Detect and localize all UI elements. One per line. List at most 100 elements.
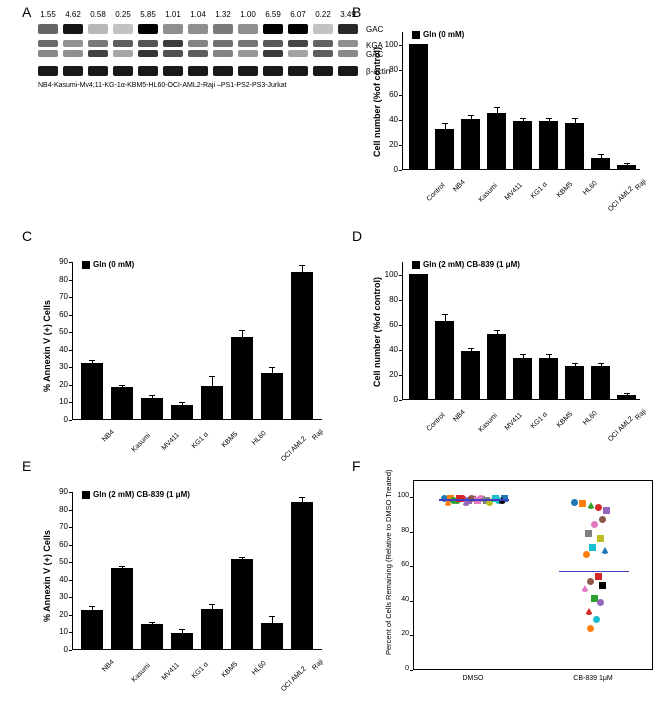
x-tick: NB4 xyxy=(452,409,467,424)
bar xyxy=(171,633,193,649)
y-tick: 30 xyxy=(50,362,68,371)
blot-band xyxy=(88,40,108,60)
blot-band xyxy=(213,24,233,34)
bar xyxy=(261,373,283,419)
blot-band xyxy=(163,24,183,34)
scatter-point xyxy=(593,616,600,623)
y-tick: 0 xyxy=(50,645,68,654)
y-tick: 30 xyxy=(50,592,68,601)
blot-band xyxy=(38,24,58,34)
chart-c: Gln (0 mM) % Annexin V (+) Cells 0102030… xyxy=(32,242,342,452)
mean-line xyxy=(559,571,629,573)
panel-label-f: F xyxy=(352,458,361,474)
x-tick: MV411 xyxy=(161,432,181,452)
y-tick: 100 xyxy=(393,492,409,499)
scatter-point xyxy=(595,573,602,580)
blot-quant: 0.58 xyxy=(88,10,108,19)
blot-band xyxy=(38,66,58,76)
y-tick: 100 xyxy=(380,270,398,279)
y-tick: 80 xyxy=(380,65,398,74)
panel-label-e: E xyxy=(22,458,31,474)
blot-quant: 1.00 xyxy=(238,10,258,19)
y-tick: 40 xyxy=(380,115,398,124)
y-tick: 50 xyxy=(50,327,68,336)
bar xyxy=(141,398,163,419)
y-tick: 20 xyxy=(380,140,398,149)
blot-band xyxy=(63,66,83,76)
y-tick: 20 xyxy=(50,610,68,619)
x-tick: Kasumi xyxy=(478,182,499,203)
x-tick: MV411 xyxy=(504,182,524,202)
chart-d: Gln (2 mM) CB-839 (1 μM) Cell number (%o… xyxy=(362,242,652,432)
bar xyxy=(291,502,313,649)
x-tick: NB4 xyxy=(452,179,467,194)
bar xyxy=(591,158,610,169)
x-tick: KBM5 xyxy=(221,431,239,449)
y-tick: 70 xyxy=(50,292,68,301)
bar xyxy=(231,337,253,420)
y-tick: 10 xyxy=(50,627,68,636)
scatter-point xyxy=(579,500,586,507)
x-tick: KBM5 xyxy=(221,661,239,679)
bar xyxy=(513,121,532,169)
blot-quant: 1.55 xyxy=(38,10,58,19)
blot-band xyxy=(113,24,133,34)
scatter-point xyxy=(587,502,595,509)
bar xyxy=(461,119,480,169)
blot-quant: 6.59 xyxy=(263,10,283,19)
blot-band xyxy=(338,24,358,34)
y-tick: 90 xyxy=(50,487,68,496)
x-tick: MV411 xyxy=(504,412,524,432)
blot-band xyxy=(263,66,283,76)
bar xyxy=(141,624,163,649)
y-tick: 60 xyxy=(50,540,68,549)
scatter-point xyxy=(597,599,604,606)
scatter-point xyxy=(581,585,589,592)
y-tick: 20 xyxy=(380,370,398,379)
x-tick: Kasumi xyxy=(478,412,499,433)
y-tick: 80 xyxy=(393,527,409,534)
scatter-point xyxy=(587,625,594,632)
y-tick: 90 xyxy=(50,257,68,266)
blot-quant: 1.04 xyxy=(188,10,208,19)
bar xyxy=(539,358,558,399)
y-tick: 50 xyxy=(50,557,68,566)
blot-band xyxy=(238,40,258,60)
panel-label-a: A xyxy=(22,4,31,20)
blot-band xyxy=(263,40,283,60)
y-tick: 20 xyxy=(393,630,409,637)
panel-label-c: C xyxy=(22,228,32,244)
bar xyxy=(617,165,636,169)
chart-f-ylabel: Percent of Cells Remaining (Relative to … xyxy=(384,470,393,656)
blot-band xyxy=(188,66,208,76)
x-tick: KG1 α xyxy=(191,661,210,680)
blot-band xyxy=(238,66,258,76)
blot-band xyxy=(88,24,108,34)
bar xyxy=(487,334,506,399)
x-tick: KG1 α xyxy=(191,431,210,450)
blot-band xyxy=(163,40,183,60)
blot-band xyxy=(288,40,308,60)
blot-quant: 0.22 xyxy=(313,10,333,19)
blot-band xyxy=(88,66,108,76)
bar xyxy=(171,405,193,419)
scatter-point xyxy=(603,507,610,514)
blot-caption: NB4-Kasumi-Mv4;11-KG-1α-KBM5-HL60-OCI-AM… xyxy=(38,82,287,89)
bar xyxy=(111,568,133,649)
x-tick: KG1 α xyxy=(530,411,549,430)
scatter-point xyxy=(591,521,598,528)
y-tick: 80 xyxy=(50,505,68,514)
x-tick: MV411 xyxy=(161,662,181,682)
y-tick: 60 xyxy=(393,561,409,568)
blot-band xyxy=(113,40,133,60)
x-tick: CB-839 1μM xyxy=(563,675,623,682)
blot-band xyxy=(313,40,333,60)
blot-band xyxy=(188,24,208,34)
blot-band xyxy=(138,40,158,60)
scatter-point xyxy=(585,608,593,615)
scatter-point xyxy=(589,544,596,551)
scatter-point xyxy=(587,578,594,585)
bar xyxy=(81,610,103,649)
scatter-point xyxy=(597,535,604,542)
mean-line xyxy=(439,499,509,501)
